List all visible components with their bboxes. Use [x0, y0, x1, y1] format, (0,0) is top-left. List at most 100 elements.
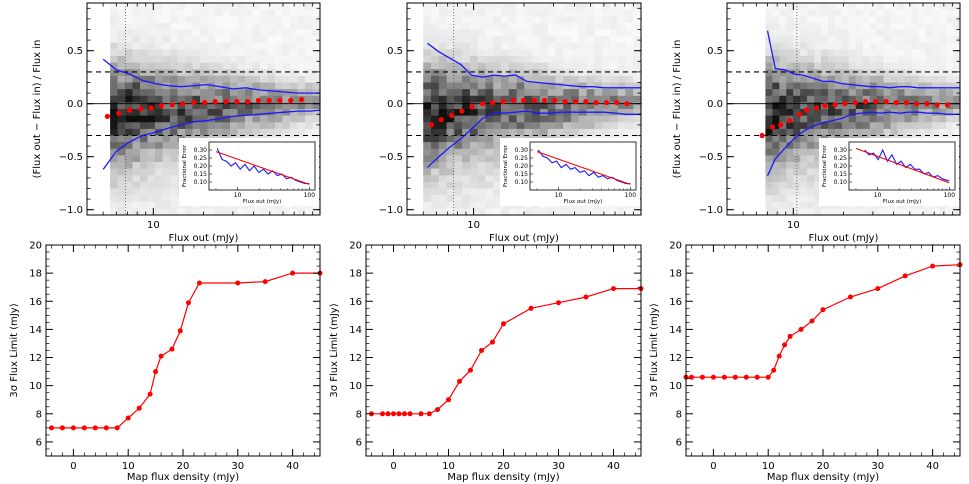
density-cell	[821, 42, 829, 50]
density-cell	[911, 49, 919, 57]
density-cell	[532, 16, 541, 24]
density-cell	[925, 115, 933, 123]
density-cell	[953, 95, 961, 103]
density-cell	[477, 201, 487, 209]
density-cell	[454, 75, 463, 84]
density-cell	[834, 208, 843, 216]
density-cell	[485, 95, 494, 103]
density-cell	[932, 128, 940, 137]
density-cell	[170, 3, 179, 11]
density-cell	[516, 208, 525, 216]
density-cell	[862, 208, 871, 216]
density-cell	[814, 9, 822, 17]
density-cell	[117, 148, 126, 156]
density-cell	[862, 42, 871, 50]
density-cell	[578, 49, 588, 57]
density-cell	[501, 49, 510, 57]
density-cell	[800, 102, 808, 110]
density-cell	[911, 62, 919, 70]
density-cell	[290, 122, 299, 130]
density-cell	[765, 22, 773, 31]
flux-limit-point	[501, 321, 506, 327]
lower-envelope-line	[102, 109, 321, 170]
density-cell	[911, 22, 919, 31]
density-cell	[814, 208, 822, 216]
density-cell	[571, 122, 580, 130]
density-cell	[807, 188, 815, 196]
density-cell	[765, 69, 773, 77]
density-cell	[779, 22, 787, 31]
density-cell	[841, 36, 850, 44]
density-cell	[501, 82, 510, 90]
density-cell	[501, 102, 510, 110]
density-cell	[876, 122, 885, 130]
density-cell	[162, 75, 171, 84]
inset-background	[500, 138, 640, 206]
density-cell	[765, 148, 773, 156]
density-cell	[237, 208, 246, 216]
density-cell	[862, 122, 871, 130]
y-tick-label: 12	[29, 353, 42, 364]
density-cell	[814, 115, 822, 123]
density-cell	[438, 188, 448, 196]
density-cell	[953, 102, 961, 110]
density-cell	[431, 9, 440, 17]
density-cell	[170, 188, 179, 196]
density-cell	[185, 89, 194, 97]
density-cell	[275, 56, 284, 64]
density-cell	[185, 36, 194, 44]
density-cell	[275, 102, 284, 110]
density-cell	[438, 128, 448, 137]
density-cell	[841, 16, 850, 24]
density-cell	[571, 102, 580, 110]
y-tick-label: 0.5	[387, 46, 403, 57]
density-cell	[807, 201, 815, 209]
density-cell	[904, 56, 912, 64]
density-cell	[230, 208, 239, 216]
median-point	[769, 124, 776, 130]
density-cell	[312, 42, 321, 50]
density-cell	[155, 181, 164, 190]
density-cell	[617, 9, 627, 17]
density-cell	[814, 3, 822, 11]
density-cell	[125, 3, 134, 11]
density-cell	[297, 122, 306, 130]
density-cell	[547, 56, 557, 64]
density-cell	[237, 29, 246, 37]
density-cell	[814, 89, 822, 97]
x-tick-label: 0	[390, 461, 396, 472]
density-cell	[454, 16, 463, 24]
density-cell	[252, 62, 261, 70]
density-cell	[765, 102, 773, 110]
density-cell	[140, 128, 149, 137]
density-cell	[454, 122, 463, 130]
median-point	[572, 99, 579, 105]
density-cell	[555, 115, 564, 123]
density-cell	[192, 36, 201, 44]
density-cell	[431, 22, 440, 31]
density-cell	[617, 75, 627, 84]
density-cell	[282, 115, 291, 123]
density-cell	[779, 109, 787, 117]
density-cell	[765, 49, 773, 57]
density-cell	[821, 16, 829, 24]
density-cell	[462, 3, 471, 11]
density-cell	[485, 3, 494, 11]
density-cell	[230, 49, 239, 57]
density-cell	[454, 22, 463, 31]
density-cell	[586, 75, 595, 84]
density-cell	[117, 29, 126, 37]
density-cell	[516, 115, 525, 123]
density-cell	[446, 75, 455, 84]
density-cell	[245, 3, 254, 11]
median-point	[212, 99, 218, 105]
density-cell	[633, 75, 642, 84]
lower-envelope-line	[766, 111, 960, 177]
density-cell	[571, 49, 580, 57]
density-cell	[793, 122, 801, 130]
density-cell	[312, 69, 321, 77]
flux-limit-point	[721, 374, 727, 380]
density-cell	[516, 49, 525, 57]
density-cell	[185, 29, 194, 37]
inset-y-tick-label: 0.30	[834, 147, 848, 154]
